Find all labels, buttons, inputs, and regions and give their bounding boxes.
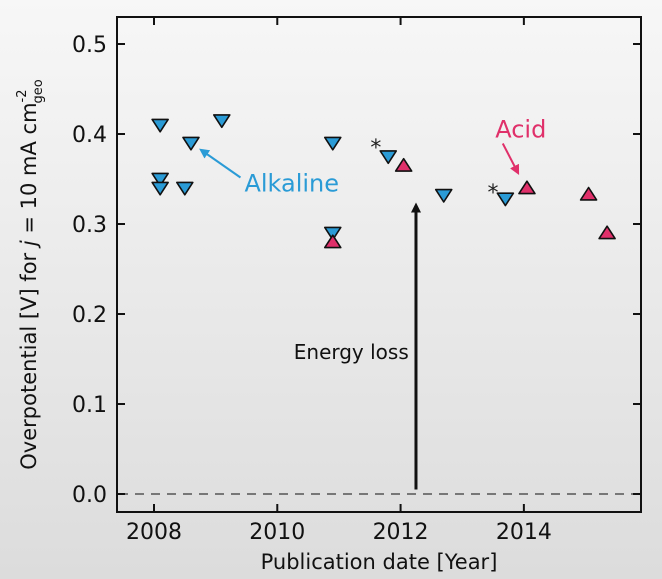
plot-area [116,16,642,513]
x-axis-title: Publication date [Year] [261,550,498,574]
acid-point [323,234,342,249]
y-tick-label: 0.4 [72,123,107,148]
alkaline-point [434,188,453,203]
x-axis-ticks: 2008 2010 2012 2014 [126,17,552,545]
acid-label: Acid [495,116,546,144]
alkaline-point [151,172,169,187]
alkaline-point [496,192,515,207]
alkaline-point [182,136,200,151]
alkaline-point [151,181,169,196]
y-tick-label: 0.1 [72,393,107,418]
y-tick-label: 0.3 [72,213,107,238]
x-tick-label: 2008 [126,520,182,545]
acid-point [579,186,598,201]
y-tick-label: 0.0 [72,483,107,508]
annotations: * * Alkaline Acid Energy loss [199,116,546,490]
asterisk-marker: * [488,181,499,206]
asterisk-marker: * [370,136,381,161]
acid-point [598,225,616,240]
alkaline-arrow [199,148,242,179]
alkaline-point [323,136,342,151]
alkaline-point [213,114,231,129]
acid-point [394,157,413,172]
y-tick-label: 0.5 [72,33,107,58]
alkaline-label: Alkaline [244,170,339,198]
x-tick-label: 2012 [373,520,429,545]
acid-point [518,180,536,195]
alkaline-point [323,226,342,241]
alkaline-point [151,118,169,133]
y-axis-title: Overpotential [V] for j = 10 mA cm-2geo [15,79,46,469]
y-tick-label: 0.2 [72,303,107,328]
x-tick-label: 2010 [249,520,305,545]
x-tick-label: 2014 [496,520,552,545]
alkaline-point [379,150,398,165]
energy-loss-label: Energy loss [294,340,409,364]
y-axis-ticks: 0.0 0.1 0.2 0.3 0.4 0.5 [72,33,641,508]
acid-arrow [501,143,520,175]
alkaline-point [176,181,194,196]
data-points [151,114,616,249]
